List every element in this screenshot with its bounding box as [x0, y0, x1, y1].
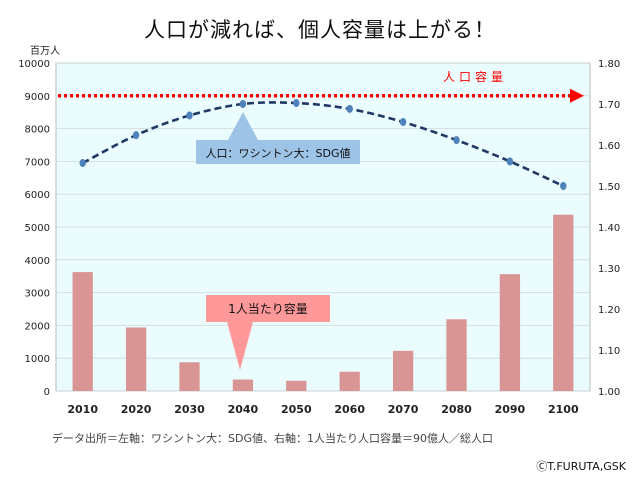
left-tick-label: 8000 — [25, 125, 50, 136]
population-callout-text: 人口：ワシントン大：SDG値 — [206, 146, 351, 160]
right-tick-label: 1.60 — [598, 141, 620, 152]
capacity-bar — [125, 327, 147, 391]
left-tick-label: 6000 — [25, 190, 50, 201]
x-tick-label: 2060 — [334, 403, 365, 416]
population-callout-shape — [196, 112, 360, 164]
left-tick-label: 9000 — [25, 92, 50, 103]
population-marker — [239, 100, 247, 108]
population-marker — [560, 182, 567, 190]
capacity-bar — [72, 272, 93, 391]
reference-line-arrowhead — [570, 88, 584, 103]
capacity-callout: 1人当たり容量 — [206, 295, 330, 370]
copyright: ⒸT.FURUTA,GSK — [536, 460, 626, 473]
bar-series — [72, 214, 574, 391]
x-tick-label: 2040 — [228, 403, 259, 416]
population-markers — [79, 99, 567, 190]
population-marker — [293, 99, 300, 108]
population-marker — [186, 111, 193, 120]
left-axis-unit-label: 百万人 — [30, 46, 60, 57]
x-tick-label: 2100 — [548, 403, 579, 416]
right-tick-label: 1.40 — [598, 223, 620, 234]
population-callout: 人口：ワシントン大：SDG値 — [196, 112, 360, 164]
population-line — [82, 101, 564, 188]
population-marker — [453, 136, 460, 145]
population-marker — [346, 104, 353, 113]
x-tick-label: 2070 — [388, 403, 419, 416]
left-tick-label: 5000 — [25, 223, 50, 234]
left-tick-label: 1000 — [25, 354, 50, 365]
population-marker — [399, 118, 407, 127]
capacity-bar — [339, 371, 360, 391]
right-tick-label: 1.20 — [598, 305, 620, 316]
capacity-bar — [179, 362, 200, 391]
x-tick-label: 2090 — [495, 403, 526, 416]
right-tick-label: 1.50 — [598, 182, 620, 193]
x-tick-label: 2080 — [441, 403, 472, 416]
x-tick-label: 2010 — [67, 403, 98, 416]
population-marker — [506, 157, 514, 166]
right-tick-label: 1.80 — [598, 59, 620, 70]
left-tick-label: 10000 — [18, 59, 50, 70]
left-tick-label: 3000 — [25, 289, 50, 300]
population-capacity-label: 人口容量 — [443, 69, 507, 84]
x-tick-label: 2020 — [121, 403, 152, 416]
capacity-callout-text: 1人当たり容量 — [228, 301, 308, 316]
capacity-bar — [446, 319, 467, 391]
right-tick-label: 1.30 — [598, 264, 620, 275]
population-marker — [79, 159, 86, 168]
gridlines — [56, 62, 590, 392]
source-note: データ出所＝左軸：ワシントン大：SDG値、右軸：1人当たり人口容量＝90億人／総… — [52, 432, 493, 445]
x-axis-ticks: 2010 2020 2030 2040 2050 2060 2070 2080 2090 2100 — [67, 403, 579, 416]
right-tick-label: 1.00 — [598, 387, 620, 398]
left-tick-label: 2000 — [25, 321, 50, 332]
left-tick-label: 7000 — [25, 157, 50, 168]
right-axis-ticks: 1.00 1.10 1.20 1.30 1.40 1.50 1.60 1.70 1.80 — [598, 59, 620, 398]
capacity-bar — [553, 214, 574, 391]
capacity-bar — [232, 379, 254, 391]
left-tick-label: 0 — [44, 387, 50, 398]
x-tick-label: 2030 — [174, 403, 205, 416]
left-tick-label: 4000 — [25, 256, 50, 267]
right-tick-label: 1.10 — [598, 346, 620, 357]
left-axis-ticks: 0 1000 2000 3000 4000 5000 6000 7000 8000 9000 100… — [18, 59, 50, 398]
capacity-bar — [286, 380, 307, 391]
capacity-bar — [392, 350, 414, 391]
capacity-bar — [499, 274, 521, 391]
chart-title: 人口が減れば、個人容量は上がる！ — [144, 18, 496, 42]
x-tick-label: 2050 — [281, 403, 312, 416]
right-tick-label: 1.70 — [598, 100, 620, 111]
population-marker — [132, 131, 140, 140]
capacity-callout-shape — [206, 295, 330, 370]
